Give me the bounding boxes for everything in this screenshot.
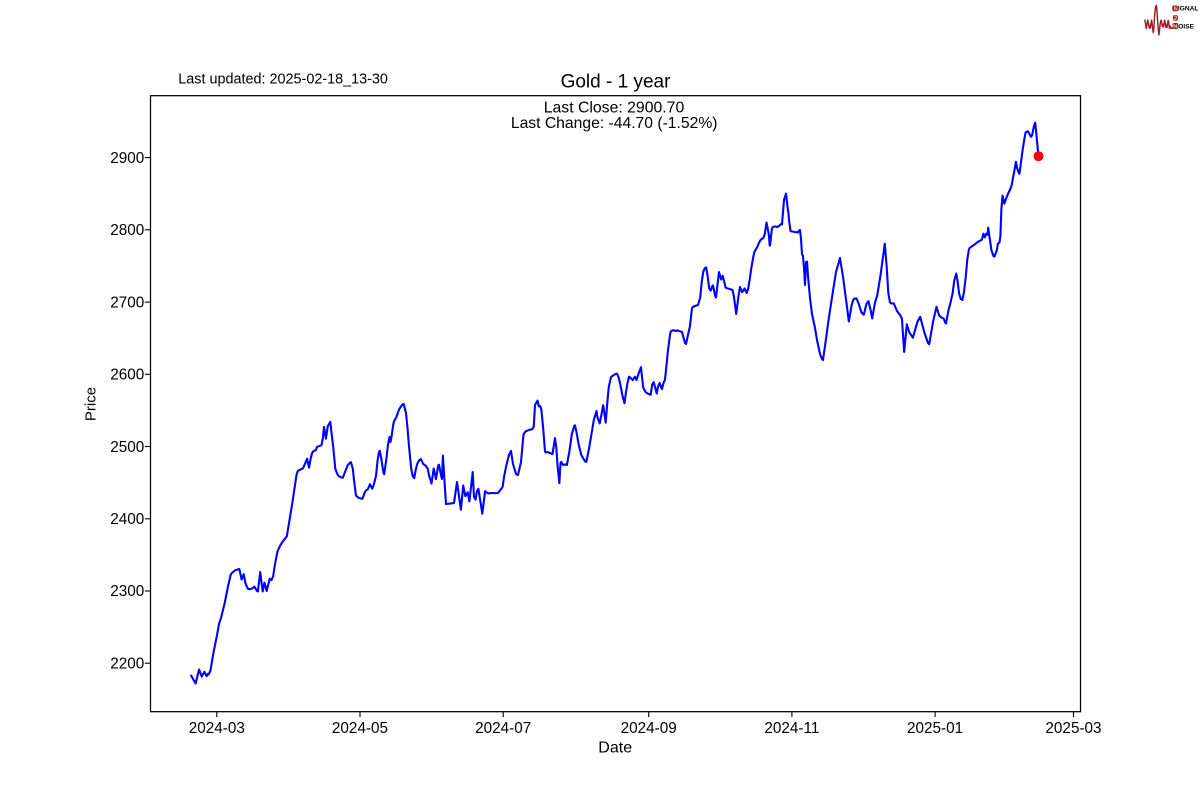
svg-text:2024-07: 2024-07 xyxy=(475,720,531,737)
svg-text:2800: 2800 xyxy=(110,222,144,239)
svg-text:2400: 2400 xyxy=(110,511,144,528)
svg-text:2024-09: 2024-09 xyxy=(621,720,677,737)
svg-text:Last Change: -44.70 (-1.52%): Last Change: -44.70 (-1.52%) xyxy=(511,115,718,132)
svg-text:2500: 2500 xyxy=(110,439,144,456)
svg-text:Price: Price xyxy=(83,387,100,421)
svg-text:OISE: OISE xyxy=(1178,24,1194,31)
svg-text:IGNAL: IGNAL xyxy=(1178,6,1199,13)
svg-text:2024-05: 2024-05 xyxy=(332,720,388,737)
svg-text:2900: 2900 xyxy=(110,150,144,167)
svg-text:Last Close: 2900.70: Last Close: 2900.70 xyxy=(544,100,685,117)
svg-text:2025-03: 2025-03 xyxy=(1045,720,1101,737)
svg-text:2025-01: 2025-01 xyxy=(907,720,963,737)
svg-text:2024-03: 2024-03 xyxy=(189,720,245,737)
svg-text:2700: 2700 xyxy=(110,294,144,311)
svg-text:Last updated: 2025-02-18_13-30: Last updated: 2025-02-18_13-30 xyxy=(178,72,388,88)
svg-text:Gold - 1 year: Gold - 1 year xyxy=(561,72,671,93)
svg-text:Date: Date xyxy=(598,740,632,757)
svg-text:2024-11: 2024-11 xyxy=(764,720,819,737)
svg-text:2600: 2600 xyxy=(110,367,144,384)
svg-text:2200: 2200 xyxy=(110,656,144,673)
svg-text:2300: 2300 xyxy=(110,583,144,600)
